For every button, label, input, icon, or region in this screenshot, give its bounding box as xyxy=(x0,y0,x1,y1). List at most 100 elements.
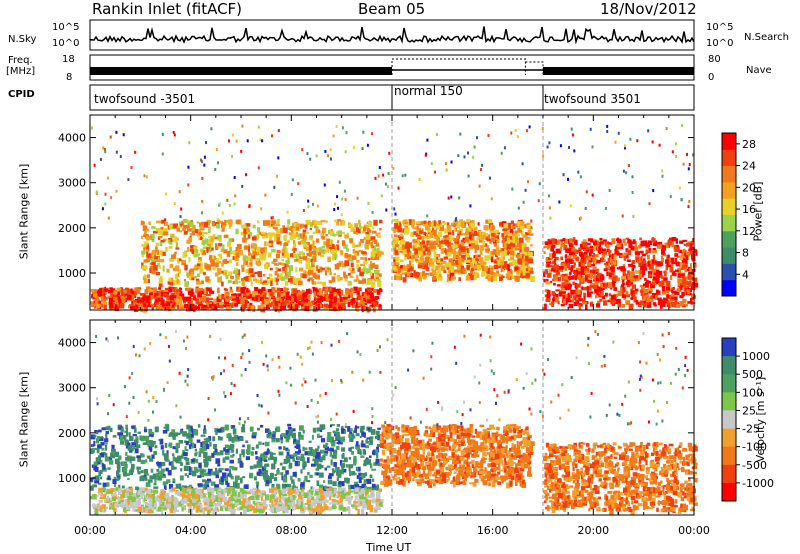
power-cell xyxy=(292,301,295,304)
power-cell xyxy=(564,254,568,259)
power-cell xyxy=(287,219,291,225)
power-cell xyxy=(354,244,359,248)
velocity-cell xyxy=(215,467,218,474)
power-cell xyxy=(458,277,461,282)
power-cell xyxy=(196,273,200,277)
power-cell xyxy=(311,267,315,272)
power-cell xyxy=(218,238,222,242)
velocity-cell xyxy=(171,460,174,467)
velocity-cell xyxy=(188,429,191,436)
power-cell xyxy=(333,253,338,259)
power-cell xyxy=(543,271,546,277)
velocity-cell xyxy=(218,478,222,485)
power-cell xyxy=(461,268,466,272)
power-cell xyxy=(116,287,121,292)
power-cell xyxy=(568,273,572,278)
power-cell xyxy=(587,291,592,298)
power-cell xyxy=(446,262,452,267)
power-cell xyxy=(431,268,434,272)
power-cell xyxy=(156,291,160,297)
power-cell xyxy=(582,302,587,305)
power-cell xyxy=(570,127,573,131)
power-cell xyxy=(402,248,407,252)
power-cell xyxy=(260,247,265,253)
power-cell xyxy=(285,248,288,254)
power-cell xyxy=(241,266,245,272)
power-cell xyxy=(683,250,687,256)
velocity-cell xyxy=(275,438,280,443)
power-cell xyxy=(214,167,217,171)
power-cell xyxy=(334,245,338,251)
velocity-cell xyxy=(307,451,312,456)
power-cell xyxy=(530,276,535,282)
power-cell xyxy=(267,241,272,246)
power-cell xyxy=(307,205,310,209)
power-cell xyxy=(317,304,320,310)
power-cell xyxy=(257,305,263,311)
power-cell xyxy=(277,301,281,307)
velocity-cell xyxy=(213,444,217,450)
power-cell xyxy=(525,273,530,278)
velocity-cell xyxy=(336,445,340,450)
power-cell xyxy=(546,273,552,278)
power-cell xyxy=(371,132,373,136)
velocity-cell xyxy=(324,485,327,491)
velocity-cell xyxy=(165,467,169,472)
power-cell xyxy=(286,263,289,267)
power-cell xyxy=(421,240,426,245)
velocity-cell xyxy=(157,475,162,481)
velocity-cell xyxy=(293,453,298,457)
power-cell xyxy=(184,281,189,287)
power-cell xyxy=(360,268,366,273)
power-cell xyxy=(103,297,107,300)
power-cell xyxy=(378,304,381,308)
power-cell xyxy=(575,275,580,280)
power-cell xyxy=(177,225,181,228)
power-cell xyxy=(673,245,677,249)
velocity-cell xyxy=(226,482,230,487)
power-cell xyxy=(456,244,461,248)
power-cell xyxy=(144,225,148,230)
velocity-cell xyxy=(315,468,319,471)
power-cell xyxy=(621,292,625,295)
velocity-cell xyxy=(303,461,307,467)
velocity-cell xyxy=(360,455,365,458)
power-cell xyxy=(552,253,556,258)
velocity-cell xyxy=(280,434,283,441)
velocity-cell xyxy=(203,462,209,468)
power-cell xyxy=(411,256,414,263)
power-cell xyxy=(254,295,257,302)
power-cell xyxy=(488,248,490,252)
velocity-cell xyxy=(121,467,126,473)
velocity-cell xyxy=(266,434,269,439)
power-cell xyxy=(370,236,376,241)
power-cell xyxy=(201,160,203,164)
power-cell xyxy=(302,243,308,248)
power-cell xyxy=(269,297,274,300)
power-cell xyxy=(481,265,486,271)
power-cell xyxy=(177,298,183,305)
power-cell xyxy=(142,293,146,299)
power-cell xyxy=(572,275,576,278)
velocity-cell xyxy=(357,449,362,454)
power-cell xyxy=(329,148,332,152)
velocity-cell xyxy=(162,481,167,486)
power-cell xyxy=(280,276,285,281)
power-cell xyxy=(263,246,267,251)
power-cell xyxy=(442,221,446,224)
power-cell xyxy=(193,253,198,258)
power-cell xyxy=(336,263,342,267)
velocity-cell xyxy=(312,427,317,433)
power-cell xyxy=(476,136,478,140)
power-cell xyxy=(616,267,621,270)
velocity-cell xyxy=(212,471,218,476)
power-cell xyxy=(510,229,514,234)
power-cell xyxy=(652,302,657,305)
velocity-cell xyxy=(205,484,210,490)
power-cell xyxy=(474,248,477,254)
power-cell xyxy=(456,221,460,226)
power-cell xyxy=(573,249,579,253)
power-cell xyxy=(543,279,546,283)
power-cell xyxy=(196,221,200,224)
power-cell xyxy=(651,268,656,273)
